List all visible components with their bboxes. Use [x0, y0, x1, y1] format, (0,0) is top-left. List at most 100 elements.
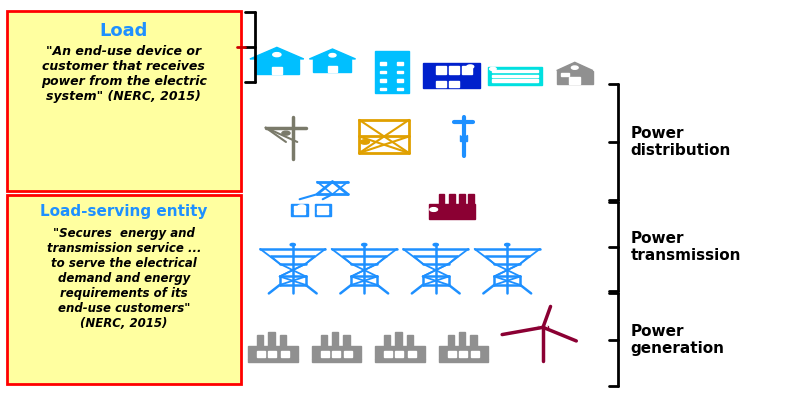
Bar	[471, 351, 479, 357]
Text: Power
distribution: Power distribution	[630, 126, 730, 158]
Bar	[268, 332, 274, 346]
Bar	[449, 66, 459, 74]
Bar	[375, 51, 410, 93]
Circle shape	[342, 270, 347, 272]
Text: Power
generation: Power generation	[630, 324, 724, 356]
Bar	[557, 71, 593, 84]
Polygon shape	[310, 49, 355, 59]
Circle shape	[298, 205, 306, 209]
Bar	[462, 66, 472, 74]
Bar	[317, 211, 328, 214]
Bar	[384, 334, 390, 346]
Bar	[397, 79, 403, 82]
Bar	[321, 351, 329, 357]
Bar	[380, 79, 386, 82]
Bar	[449, 194, 454, 204]
Bar	[397, 88, 403, 90]
Bar	[380, 71, 386, 73]
Circle shape	[571, 66, 578, 69]
Polygon shape	[250, 48, 304, 59]
Text: "An end-use device or
customer that receives
power from the electric
system" (NE: "An end-use device or customer that rece…	[41, 46, 207, 103]
Bar	[311, 346, 362, 359]
FancyBboxPatch shape	[6, 11, 241, 191]
Bar	[406, 334, 413, 346]
Circle shape	[485, 270, 490, 272]
Bar	[384, 351, 392, 357]
Bar	[257, 334, 263, 346]
Bar	[311, 359, 362, 362]
Circle shape	[430, 208, 438, 211]
Bar	[248, 359, 298, 362]
Bar	[439, 194, 445, 204]
Bar	[488, 67, 542, 85]
Bar	[438, 359, 489, 362]
Bar	[562, 73, 570, 76]
Text: Load: Load	[100, 22, 148, 40]
Bar	[459, 351, 467, 357]
Bar	[460, 134, 467, 141]
Bar	[375, 346, 425, 359]
Bar	[459, 332, 466, 346]
Circle shape	[290, 243, 295, 246]
Polygon shape	[557, 62, 593, 71]
Bar	[395, 332, 402, 346]
Bar	[395, 351, 403, 357]
Bar	[343, 334, 350, 346]
Circle shape	[460, 132, 467, 135]
Bar	[248, 346, 298, 359]
Text: Power
transmission: Power transmission	[630, 231, 741, 263]
Bar	[328, 66, 337, 72]
Bar	[332, 351, 340, 357]
Circle shape	[360, 140, 370, 144]
Bar	[380, 88, 386, 90]
Circle shape	[270, 270, 276, 272]
Circle shape	[467, 65, 474, 68]
Bar	[272, 67, 282, 74]
Bar	[492, 79, 538, 81]
Bar	[321, 334, 327, 346]
Bar	[492, 70, 538, 72]
Circle shape	[433, 243, 438, 246]
Bar	[281, 351, 289, 357]
Bar	[332, 332, 338, 346]
Bar	[380, 62, 386, 65]
Circle shape	[329, 53, 336, 57]
Bar	[268, 351, 276, 357]
Bar	[294, 206, 305, 210]
FancyBboxPatch shape	[6, 195, 241, 384]
Bar	[448, 351, 456, 357]
Bar	[280, 334, 286, 346]
Bar	[314, 59, 351, 72]
Bar	[470, 334, 477, 346]
Bar	[436, 66, 446, 74]
Bar	[570, 77, 580, 84]
Circle shape	[362, 243, 367, 246]
Circle shape	[505, 243, 510, 246]
Bar	[438, 346, 489, 359]
Bar	[423, 63, 480, 88]
Bar	[375, 359, 425, 362]
Bar	[291, 204, 308, 215]
Bar	[397, 62, 403, 65]
Bar	[429, 204, 474, 219]
Bar	[254, 59, 299, 74]
Circle shape	[414, 270, 418, 272]
Bar	[257, 351, 265, 357]
Text: "Secures  energy and
transmission service ...
to serve the electrical
demand and: "Secures energy and transmission service…	[46, 228, 201, 331]
Bar	[317, 206, 328, 210]
Circle shape	[490, 67, 496, 70]
Circle shape	[273, 53, 281, 57]
Bar	[294, 211, 305, 214]
Bar	[449, 81, 459, 86]
Bar	[468, 194, 474, 204]
Circle shape	[282, 131, 290, 135]
Text: Load-serving entity: Load-serving entity	[40, 204, 208, 219]
Bar	[397, 71, 403, 73]
Bar	[492, 75, 538, 77]
Bar	[314, 204, 331, 215]
Bar	[459, 194, 465, 204]
Circle shape	[538, 325, 547, 329]
Bar	[448, 334, 454, 346]
Bar	[344, 351, 352, 357]
Bar	[436, 81, 446, 86]
